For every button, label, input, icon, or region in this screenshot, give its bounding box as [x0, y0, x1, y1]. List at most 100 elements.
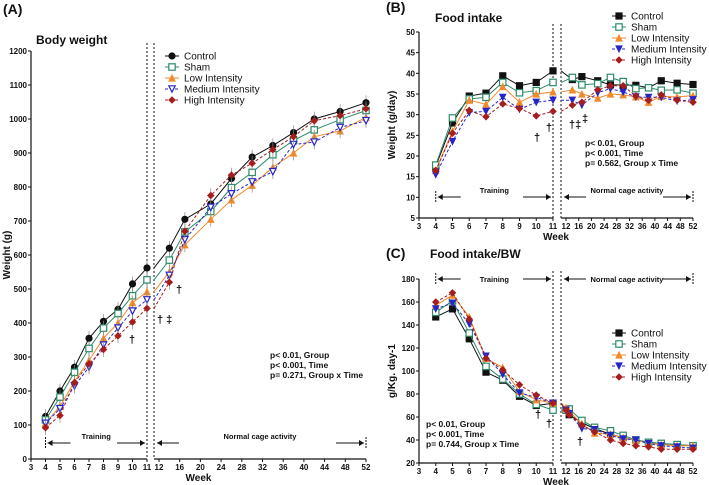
x-tick-label: 24 — [600, 222, 609, 231]
data-point — [269, 145, 277, 154]
data-point — [143, 276, 151, 284]
y-tick-label: 100 — [14, 421, 28, 430]
series-line-normal — [153, 108, 367, 309]
x-tick-label: 24 — [217, 463, 226, 472]
significance-mark: † — [546, 122, 552, 134]
x-tick-label: 52 — [362, 463, 371, 472]
x-tick-label: 6 — [72, 463, 77, 472]
x-tick-label: 10 — [532, 222, 541, 231]
data-point — [99, 324, 108, 332]
stat-text: p< 0.001, Time — [585, 148, 643, 158]
x-tick-label: 48 — [676, 222, 685, 231]
training-arrow-left-head — [47, 440, 53, 446]
legend-marker — [615, 12, 623, 20]
data-point — [644, 96, 653, 104]
x-tick-label: 24 — [600, 467, 609, 476]
legend-label: Medium Intensity — [631, 45, 707, 56]
x-tick-label: 12 — [562, 467, 571, 476]
x-tick-label: 3 — [29, 463, 34, 472]
x-tick-label: 6 — [467, 222, 472, 231]
data-point — [448, 129, 457, 138]
data-point — [578, 89, 586, 98]
x-tick-label: 28 — [612, 467, 621, 476]
data-point — [673, 86, 681, 94]
x-tick-label: 36 — [279, 463, 288, 472]
legend-label: Control — [631, 329, 663, 340]
data-point — [142, 296, 152, 305]
x-tick-label: 48 — [341, 463, 350, 472]
data-point — [431, 166, 440, 175]
data-point — [289, 132, 298, 141]
chart-title: Food intake — [435, 11, 503, 25]
data-point — [568, 101, 577, 109]
legend-marker — [615, 362, 623, 371]
data-point — [498, 366, 507, 374]
x-tick-label: 16 — [574, 222, 583, 231]
x-tick-label: 3 — [417, 222, 422, 231]
y-tick-label: 40 — [406, 436, 415, 445]
x-tick-label: 36 — [638, 467, 647, 476]
x-tick-label: 12 — [155, 463, 164, 472]
data-point — [578, 98, 586, 107]
data-point — [657, 445, 666, 453]
data-point — [289, 148, 298, 157]
phase-label-training: Training — [480, 186, 510, 195]
legend-marker — [615, 45, 623, 54]
y-tick-label: 700 — [14, 217, 28, 226]
data-point — [85, 360, 93, 368]
y-tick-label: 40 — [406, 69, 415, 78]
data-point — [657, 91, 666, 99]
x-tick-label: 9 — [116, 463, 121, 472]
data-point — [128, 307, 137, 316]
normal-arrow-right-head — [686, 276, 691, 282]
x-tick-label: 20 — [587, 222, 596, 231]
x-tick-label: 9 — [517, 467, 522, 476]
training-arrow-left-head — [437, 194, 443, 200]
legend-marker — [168, 73, 176, 82]
x-tick-label: 32 — [625, 467, 634, 476]
data-point — [593, 79, 602, 88]
training-arrow-right-head — [546, 276, 551, 282]
data-point — [165, 278, 174, 286]
phase-label-normal-cage: Normal cage activity — [591, 275, 665, 284]
data-point — [465, 106, 474, 115]
legend-marker — [615, 329, 623, 337]
legend-marker — [168, 96, 176, 104]
y-tick-label: 400 — [14, 319, 28, 328]
phase-label-training: Training — [82, 432, 112, 441]
y-tick-label: 45 — [406, 49, 415, 58]
data-point — [248, 159, 256, 167]
y-tick-label: 35 — [406, 90, 415, 99]
data-point — [606, 73, 615, 82]
legend-marker — [615, 56, 623, 64]
data-point — [448, 137, 457, 146]
data-point — [482, 362, 490, 371]
y-tick-label: 25 — [406, 131, 415, 140]
data-point — [165, 244, 173, 252]
significance-mark: † — [577, 436, 583, 448]
x-tick-label: 12 — [562, 222, 571, 231]
data-point — [549, 78, 557, 87]
x-tick-label: 44 — [663, 467, 672, 476]
x-tick-label: 40 — [650, 222, 659, 231]
legend-item: High Intensity — [165, 96, 245, 107]
series-line-normal — [153, 116, 367, 293]
phase-label-normal-cage: Normal cage activity — [224, 432, 298, 441]
x-tick-label: 10 — [128, 463, 137, 472]
series-high-intensity — [431, 81, 697, 175]
legend-label: Sham — [631, 340, 657, 351]
data-point — [619, 435, 627, 443]
x-tick-label: 44 — [663, 222, 672, 231]
data-point — [532, 112, 541, 120]
x-tick-label: 40 — [650, 467, 659, 476]
data-point — [532, 89, 541, 98]
panel-c: (C) Food intake/BW 20 40 60 80 100 120 140 160 180… — [386, 245, 707, 485]
data-point — [590, 428, 599, 436]
x-tick-label: 7 — [484, 467, 489, 476]
y-tick-label: 5 — [411, 214, 416, 223]
x-tick-label: 52 — [689, 467, 698, 476]
training-arrow-right-head — [140, 440, 145, 446]
legend-label: Sham — [184, 63, 210, 74]
data-point — [206, 203, 215, 212]
